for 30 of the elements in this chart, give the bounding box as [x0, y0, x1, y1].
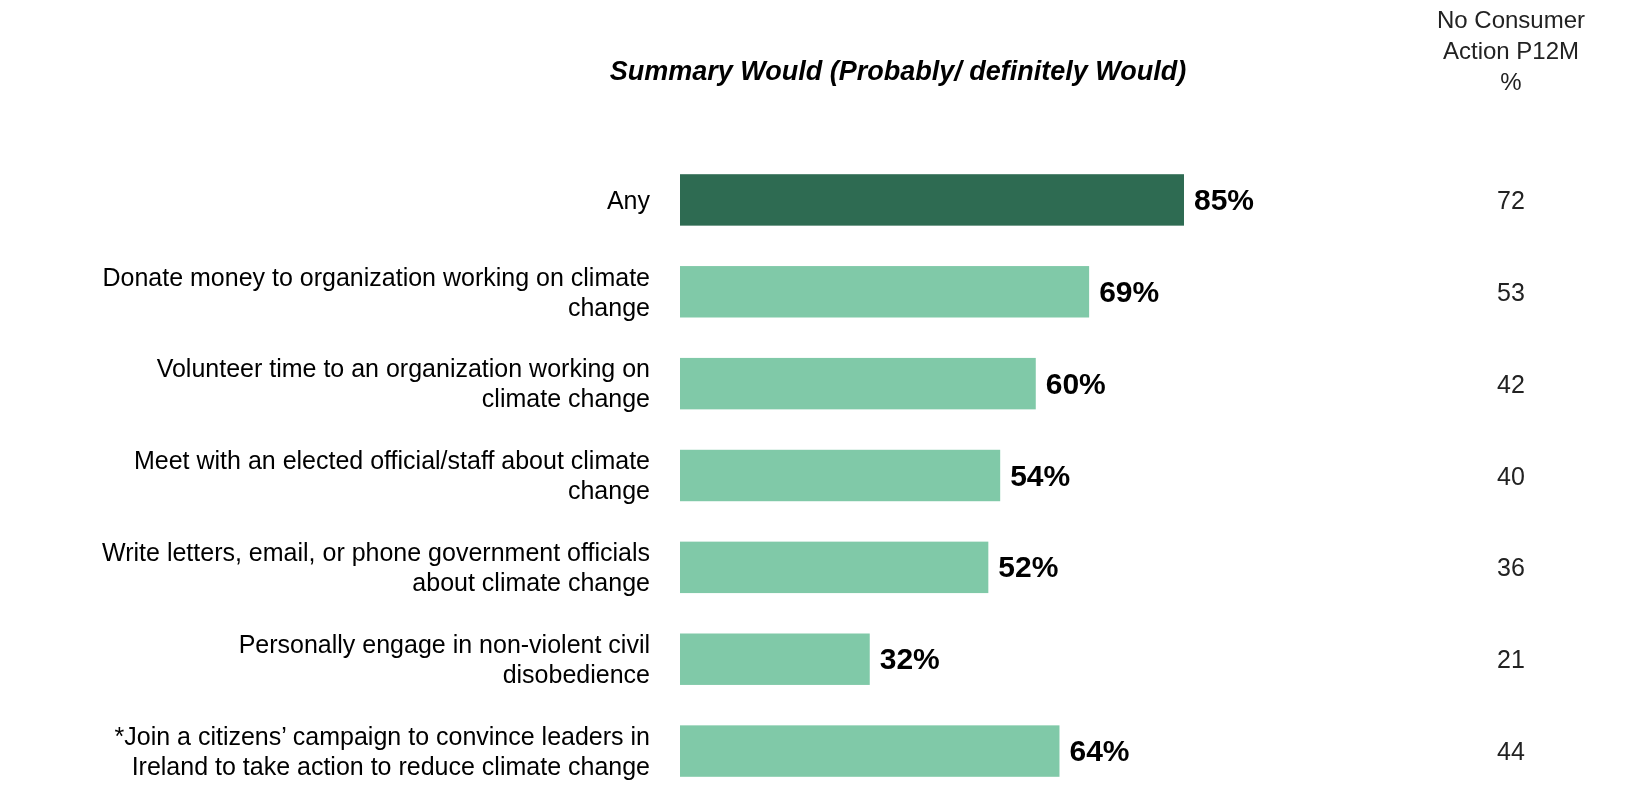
- bar: [680, 633, 870, 685]
- data-label: 32%: [879, 642, 940, 676]
- text: 36: [1497, 553, 1525, 582]
- y-tick-label: Write letters, email, or phone government officials about climate change: [102, 538, 650, 597]
- y-tick-label: Meet with an elected official/staff about climate change: [133, 446, 650, 505]
- y-tick-label: Volunteer time to an organization working on climate change: [156, 354, 650, 413]
- data-label: 52%: [998, 550, 1059, 584]
- data-label: 60%: [1045, 366, 1106, 400]
- text: 44: [1497, 737, 1525, 766]
- bar: [680, 449, 1001, 502]
- data-label: 64%: [1069, 734, 1130, 768]
- bar: [680, 725, 1060, 777]
- text: 53: [1497, 277, 1525, 306]
- y-tick-label: Any: [606, 185, 651, 214]
- bar: [680, 266, 1090, 318]
- text: 40: [1497, 461, 1525, 490]
- bar: [680, 541, 989, 594]
- data-label: 54%: [1010, 458, 1071, 492]
- y-tick-label: Personally engage in non-violent civil disobedience: [238, 629, 650, 688]
- data-label: 69%: [1099, 274, 1160, 308]
- bar: [680, 357, 1036, 410]
- y-tick-label: *Join a citizens’ campaign to convince leaders in Ireland to take action to reduce climate change: [114, 721, 650, 780]
- data-label: 85%: [1194, 182, 1255, 216]
- bar: [680, 174, 1184, 226]
- text: 42: [1497, 369, 1525, 398]
- text: 72: [1497, 185, 1525, 214]
- y-tick-label: Donate money to organization working on climate change: [102, 262, 650, 321]
- chart-title: Summary Would (Probably/ definitely Would): [609, 56, 1187, 86]
- text: 21: [1497, 645, 1525, 674]
- text: No Consumer Action P12M %: [1436, 6, 1586, 95]
